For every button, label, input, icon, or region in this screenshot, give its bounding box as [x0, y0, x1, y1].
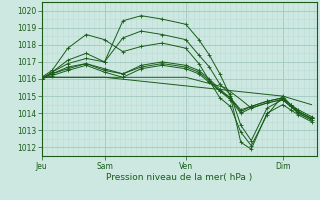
X-axis label: Pression niveau de la mer( hPa ): Pression niveau de la mer( hPa ) [106, 173, 252, 182]
